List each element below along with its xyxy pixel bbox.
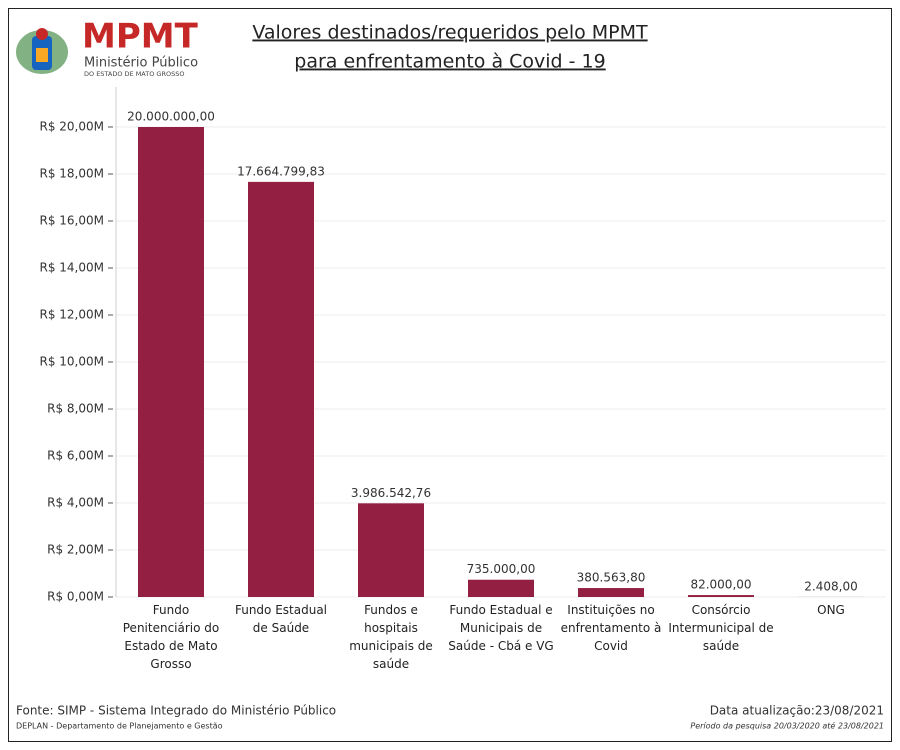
- x-tick-label: ONG: [817, 603, 845, 617]
- footer-period: Período da pesquisa 20/03/2020 até 23/08…: [690, 721, 884, 731]
- bar: [468, 579, 534, 597]
- value-label: 3.986.542,76: [351, 486, 431, 500]
- chart-title: Valores destinados/requeridos pelo MPMT: [252, 22, 648, 44]
- y-tick-label: R$ 10,00M: [40, 355, 105, 369]
- frame: [8, 8, 892, 742]
- x-tick-label: Instituições no enfrentamento à Covid: [560, 603, 662, 653]
- y-tick-label: R$ 16,00M: [40, 214, 105, 228]
- value-label: 17.664.799,83: [237, 164, 325, 178]
- x-tick-label: Fundo Estadual e Municipais de Saúde - C…: [448, 603, 554, 653]
- bar: [138, 127, 204, 597]
- bar: [358, 503, 424, 597]
- y-tick-label: R$ 2,00M: [47, 543, 104, 557]
- value-label: 2.408,00: [804, 579, 857, 593]
- bar: [248, 181, 314, 597]
- y-tick-label: R$ 20,00M: [40, 120, 105, 134]
- x-tick-label: Consórcio Intermunicipal de saúde: [668, 603, 774, 653]
- footer-dept: DEPLAN - Departamento de Planejamento e …: [16, 722, 223, 731]
- logo-name: Ministério Público: [84, 56, 198, 71]
- x-tick-label: Fundo Penitenciário do Estado de Mato Gr…: [122, 603, 220, 671]
- y-tick-label: R$ 6,00M: [47, 449, 104, 463]
- chart-title: para enfrentamento à Covid - 19: [294, 51, 605, 73]
- value-label: 735.000,00: [467, 562, 536, 576]
- logo-state: DO ESTADO DE MATO GROSSO: [84, 70, 184, 78]
- y-tick-label: R$ 0,00M: [47, 590, 104, 604]
- bar: [688, 595, 754, 597]
- y-tick-label: R$ 18,00M: [40, 167, 105, 181]
- x-tick-label: Fundos e hospitais municipais de saúde: [349, 603, 433, 671]
- logo-emblem: [16, 28, 68, 74]
- x-tick-label: Fundo Estadual de Saúde: [234, 603, 328, 635]
- value-label: 82.000,00: [690, 578, 751, 592]
- y-tick-label: R$ 14,00M: [40, 261, 105, 275]
- value-label: 380.563,80: [577, 571, 646, 585]
- footer-updated: Data atualização:23/08/2021: [710, 704, 884, 718]
- y-tick-label: R$ 4,00M: [47, 496, 104, 510]
- footer-source: Fonte: SIMP - Sistema Integrado do Minis…: [16, 704, 336, 718]
- value-label: 20.000.000,00: [127, 110, 215, 124]
- logo-brand: MPMT: [82, 17, 199, 57]
- y-tick-label: R$ 12,00M: [40, 308, 105, 322]
- y-tick-label: R$ 8,00M: [47, 402, 104, 416]
- bar: [578, 588, 644, 597]
